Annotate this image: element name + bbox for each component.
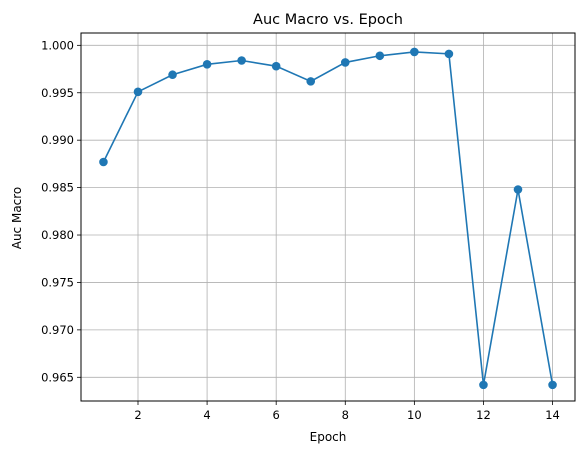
y-tick-label: 0.985 [41,181,74,195]
data-point [306,77,316,86]
x-tick-label: 12 [476,408,491,422]
chart-title: Auc Macro vs. Epoch [253,12,403,28]
x-tick-label: 8 [342,408,349,422]
data-point [375,51,385,61]
data-point [410,47,419,57]
data-point [202,59,212,69]
data-point [548,380,557,390]
y-tick-label: 0.995 [41,86,74,100]
x-tick-label: 2 [134,408,141,422]
plot-series [99,47,557,390]
data-point [99,157,108,167]
data-point [340,58,350,67]
y-axis-ticks: 0.965 0.970 0.975 0.980 0.985 0.990 0.995 1.000 [41,38,81,384]
x-tick-label: 6 [273,408,280,422]
x-tick-label: 14 [545,408,560,422]
data-point [168,70,177,80]
data-point [271,61,281,71]
series-line [102,51,554,386]
grid [81,33,575,401]
x-axis-label: Epoch [310,430,347,444]
data-point [479,380,488,390]
x-tick-label: 10 [407,408,422,422]
x-tick-label: 4 [203,408,210,422]
x-axis-ticks: 2 4 6 8 10 12 14 [134,401,560,422]
y-tick-label: 0.980 [41,228,74,242]
y-tick-label: 0.965 [41,370,74,384]
plot-frame [80,32,576,402]
data-point [513,185,523,194]
data-point [444,49,454,59]
data-point [237,56,246,65]
y-tick-label: 1.000 [41,38,74,52]
y-axis-label: Auc Macro [10,187,24,250]
y-tick-label: 0.975 [41,275,74,289]
y-tick-label: 0.970 [41,323,74,337]
y-tick-label: 0.990 [41,133,74,147]
data-point [133,87,143,97]
